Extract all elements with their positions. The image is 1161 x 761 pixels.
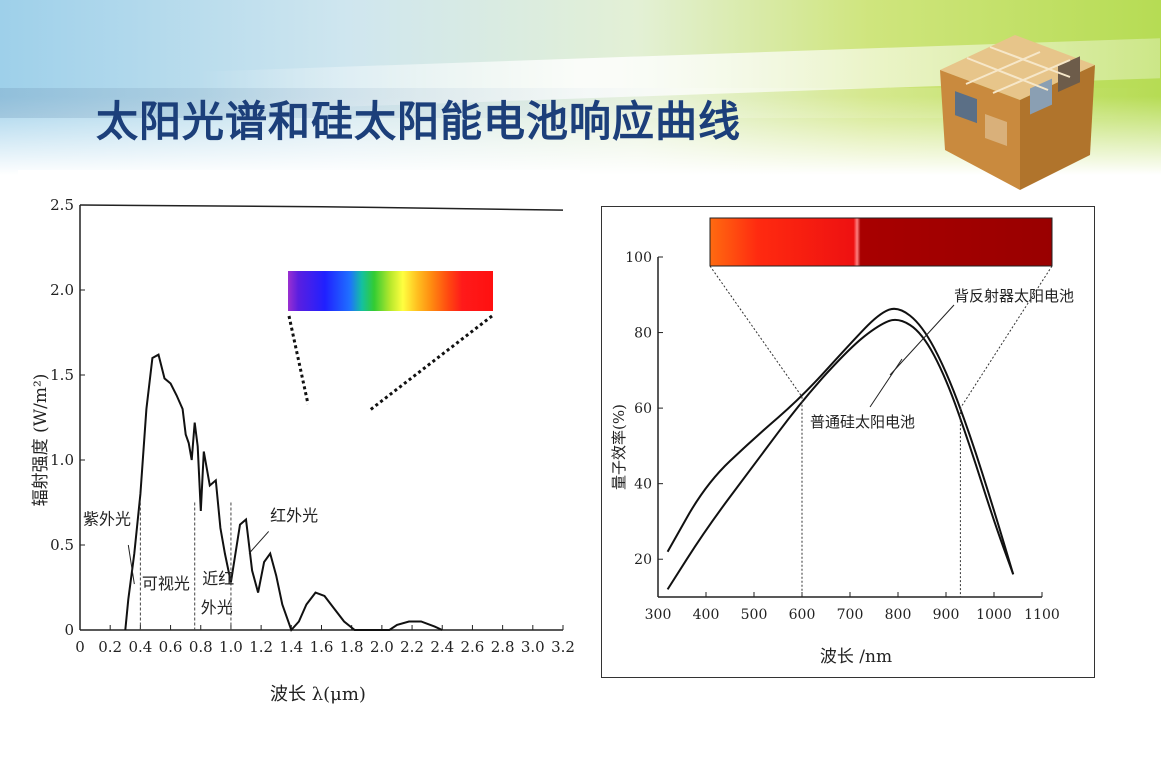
spectrum-guide-left (287, 315, 310, 405)
ir-label: 红外光 (270, 506, 318, 525)
x-tick-label: 600 (789, 607, 816, 623)
solar-spectrum-chart: 0 0.2 0.4 0.6 0.8 1.0 1.2 1.4 1.6 1.8 2.0 2.2 2.4 2.6… (31, 196, 575, 705)
ir-leader (248, 531, 270, 554)
x-tick-label: 1.4 (279, 638, 303, 656)
y-tick-label: 1.0 (50, 451, 74, 469)
solar-spectrum-line (124, 353, 443, 632)
top-frame-line (79, 204, 564, 211)
y-tick-label: 2.5 (50, 196, 74, 214)
spectrum-guide-right (369, 314, 493, 412)
quantum-efficiency-chart: 300 400 500 600 700 800 900 1000 1100 20 40 60 80 100… (610, 217, 1074, 667)
series-label-standard: 普通硅太阳电池 (810, 413, 915, 431)
y-tick-label: 40 (634, 477, 652, 493)
x-tick-label: 1.8 (340, 638, 364, 656)
x-tick-label: 0.2 (98, 638, 122, 656)
x-tick-label: 300 (645, 607, 672, 623)
y-axis-label: 量子效率(%) (610, 404, 628, 490)
slide-title: 太阳光谱和硅太阳能电池响应曲线 (96, 97, 742, 146)
quantum-efficiency-panel: 300 400 500 600 700 800 900 1000 1100 20 40 60 80 100… (601, 206, 1095, 678)
x-tick-label: 2.2 (400, 638, 424, 656)
y-tick-label: 60 (634, 401, 652, 417)
standard-leader (869, 358, 903, 408)
cube-logo-icon (940, 35, 1095, 190)
x-tick-label: 3.2 (551, 638, 575, 656)
x-tick-label: 700 (837, 607, 864, 623)
back-reflector-leader (889, 304, 955, 376)
red-band-bar (709, 217, 1053, 267)
x-tick-label: 3.0 (521, 638, 545, 656)
x-axis-label: 波长 /nm (820, 647, 892, 667)
near-ir-label-1: 近红 (202, 569, 234, 588)
near-ir-label-2: 外光 (201, 598, 233, 617)
solar-spectrum-panel: 0 0.2 0.4 0.6 0.8 1.0 1.2 1.4 1.6 1.8 2.0 2.2 2.4 2.6… (18, 170, 580, 730)
y-tick-label: 20 (634, 552, 652, 568)
x-tick-label: 1000 (976, 607, 1012, 623)
x-tick-label: 400 (693, 607, 720, 623)
y-axis-label: 辐射强度 (W/m²) (31, 374, 51, 507)
uv-leader (127, 544, 135, 585)
visible-label: 可视光 (142, 574, 190, 593)
band-guide-right (959, 265, 1053, 409)
standard-cell-line (666, 318, 1015, 590)
y-tick-label: 80 (634, 326, 652, 342)
uv-label: 紫外光 (83, 510, 131, 529)
y-tick-label: 1.5 (50, 366, 74, 384)
x-tick-label: 900 (933, 607, 960, 623)
x-tick-label: 800 (885, 607, 912, 623)
y-tick-label: 0.5 (50, 536, 74, 554)
y-tick-label: 100 (625, 250, 652, 266)
x-tick-label: 2.8 (491, 638, 515, 656)
visible-spectrum-bar (288, 271, 493, 311)
x-tick-label: 500 (741, 607, 768, 623)
x-tick-label: 2.0 (370, 638, 394, 656)
series-label-back-reflector: 背反射器太阳电池 (954, 287, 1074, 305)
y-tick-label: 0 (64, 621, 74, 639)
x-tick-label: 1.0 (219, 638, 243, 656)
x-tick-label: 1.2 (249, 638, 273, 656)
y-tick-label: 2.0 (50, 281, 74, 299)
x-tick-label: 0.4 (128, 638, 152, 656)
back-reflector-line (666, 307, 1015, 575)
band-guide-left (709, 265, 803, 398)
x-axis-label: 波长 λ(μm) (270, 684, 366, 705)
x-tick-label: 0.6 (159, 638, 183, 656)
x-tick-label: 1.6 (310, 638, 334, 656)
x-tick-label: 2.4 (430, 638, 454, 656)
x-tick-label: 0.8 (189, 638, 213, 656)
x-tick-label: 1100 (1024, 607, 1060, 623)
x-tick-label: 0 (75, 638, 85, 656)
x-tick-label: 2.6 (461, 638, 485, 656)
